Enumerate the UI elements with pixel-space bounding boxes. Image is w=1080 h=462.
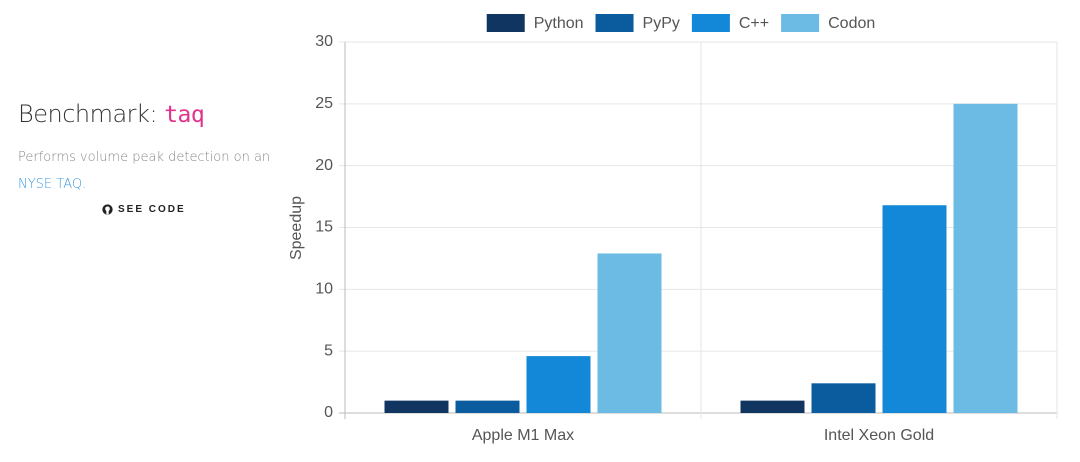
legend-label: Python [534, 15, 584, 32]
github-icon [102, 204, 113, 215]
bar [526, 356, 591, 413]
y-tick-label: 20 [315, 157, 333, 174]
legend-swatch [595, 14, 634, 32]
benchmark-title: Benchmark: taq [18, 100, 278, 128]
button-label: SEE CODE [118, 204, 186, 215]
bar [455, 400, 520, 413]
x-tick-label: Apple M1 Max [472, 427, 574, 444]
y-tick-label: 5 [324, 342, 333, 359]
y-tick-label: 15 [315, 219, 333, 236]
y-tick-label: 30 [315, 33, 333, 50]
bar [811, 383, 876, 413]
legend-swatch [781, 14, 820, 32]
y-axis-label: Speedup [288, 196, 305, 260]
legend-label: Codon [828, 15, 875, 32]
benchmark-code: taq [164, 102, 205, 128]
y-tick-label: 25 [315, 95, 333, 112]
legend-label: PyPy [643, 15, 680, 32]
see-code-button[interactable]: SEE CODE [102, 204, 278, 215]
x-tick-label: Intel Xeon Gold [824, 427, 934, 444]
description-text: Performs volume peak detection on an [18, 150, 271, 165]
bar [953, 103, 1018, 413]
bar [597, 253, 662, 413]
bar [882, 205, 947, 413]
link[interactable]: NYSE TAQ. [18, 177, 87, 192]
bar [384, 400, 449, 413]
legend-label: C++ [739, 15, 769, 32]
title: Benchmark: [18, 100, 158, 128]
bar [740, 400, 805, 413]
legend-swatch [691, 14, 730, 32]
description: Performs volume peak detection on an NYSE… [18, 144, 278, 198]
legend-swatch [486, 14, 525, 32]
sidebar: Benchmark: taq Performs volume peak dete… [18, 100, 278, 215]
y-tick-label: 10 [315, 281, 333, 298]
y-tick-label: 0 [324, 404, 333, 421]
